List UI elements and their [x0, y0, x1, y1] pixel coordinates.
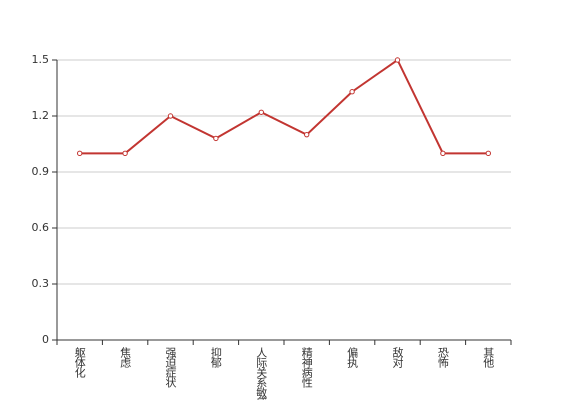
y-tick-label: 0.9 — [32, 165, 50, 178]
x-tick-label: 精神病性 — [300, 347, 313, 389]
x-tick-label: 人际关系敏感 — [255, 347, 268, 400]
x-tick-label: 抑郁 — [209, 346, 222, 368]
x-tick-label: 焦虑 — [119, 347, 132, 368]
line — [79, 58, 489, 155]
x-tick-label: 偏执 — [346, 346, 359, 369]
y-tick-label: 1.2 — [32, 109, 50, 122]
point — [77, 150, 83, 157]
point — [258, 109, 264, 115]
point — [485, 150, 491, 157]
x-tick-label: 恐怖 — [436, 347, 449, 368]
point — [349, 89, 355, 95]
point — [304, 131, 310, 138]
y-tick-label: 0.6 — [32, 221, 50, 234]
x-tick-label: 其他 — [482, 347, 495, 368]
y-tick-label: 0 — [42, 333, 49, 346]
x-tick-label: 躯体化 — [73, 347, 86, 379]
point — [440, 150, 446, 157]
point — [122, 150, 128, 157]
point — [213, 135, 219, 142]
point — [167, 113, 174, 119]
x-tick-label: 强迫症状 — [164, 347, 177, 388]
y-tick-label: 0.3 — [32, 277, 50, 290]
x-tick-label: 敌对 — [391, 346, 404, 368]
point — [394, 57, 401, 63]
y-tick-label: 1.5 — [32, 53, 50, 66]
